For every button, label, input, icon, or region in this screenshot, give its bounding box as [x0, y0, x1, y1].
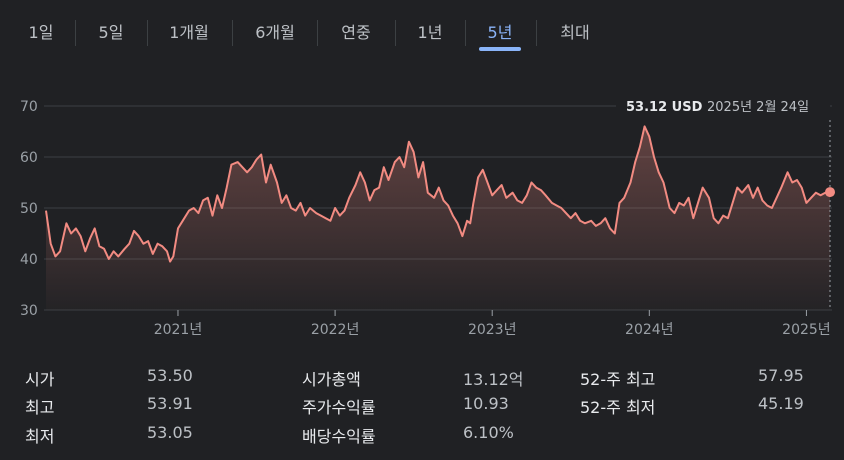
tab-3[interactable]: 6개월 — [255, 23, 295, 42]
stat-value: 53.05 — [147, 423, 193, 442]
price-area — [46, 126, 830, 311]
price-chart: 30 40 50 60 70 2021년 2022년 2023년 2024년 2025년 53.… — [20, 94, 835, 338]
stat-value: 10.93 — [463, 394, 509, 413]
tab-6[interactable]: 5년 — [487, 23, 513, 42]
tab-separator — [147, 20, 148, 46]
stat-label: 시가 — [25, 370, 55, 389]
stat-label: 52-주 최고 — [580, 370, 656, 389]
y-tick-label: 60 — [20, 150, 38, 166]
stat-value: 45.19 — [758, 394, 804, 413]
price-line — [45, 125, 831, 263]
stat-label: 52-주 최저 — [580, 398, 656, 417]
y-tick-label: 50 — [20, 201, 38, 217]
tab-4[interactable]: 연중 — [341, 23, 371, 42]
hover-point[interactable] — [825, 187, 835, 198]
y-tick-label: 70 — [20, 99, 38, 115]
active-tab-underline — [479, 47, 521, 51]
stat-value: 6.10% — [463, 423, 514, 442]
x-tick-label: 2024년 — [625, 322, 674, 338]
tab-7[interactable]: 최대 — [560, 23, 590, 42]
stat-value: 53.91 — [147, 394, 193, 413]
tab-2[interactable]: 1개월 — [169, 23, 209, 42]
stat-label: 최고 — [25, 398, 55, 417]
tab-separator — [395, 20, 396, 46]
tooltip-date: 2025년 2월 24일 — [707, 100, 809, 115]
x-tick-label: 2025년 — [782, 322, 831, 338]
x-tick-label: 2021년 — [154, 322, 203, 338]
stat-label: 배당수익률 — [302, 427, 376, 446]
tab-separator — [317, 20, 318, 46]
tab-separator — [232, 20, 233, 46]
tab-0[interactable]: 1일 — [28, 23, 54, 42]
stat-value: 13.12억 — [463, 370, 524, 389]
x-tick-label: 2023년 — [468, 322, 517, 338]
stat-value: 57.95 — [758, 366, 804, 385]
tab-separator — [75, 20, 76, 46]
stat-label: 최저 — [25, 427, 55, 446]
stat-label: 주가수익률 — [302, 398, 376, 417]
y-tick-label: 30 — [20, 303, 38, 319]
tooltip-price: 53.12 USD — [626, 100, 703, 115]
tab-1[interactable]: 5일 — [98, 23, 124, 42]
stat-value: 53.50 — [147, 366, 193, 385]
tab-5[interactable]: 1년 — [417, 23, 443, 42]
time-range-tabs: 1일 5일 1개월 6개월 연중 1년 5년 최대 — [0, 0, 844, 60]
x-tick-label: 2022년 — [311, 322, 360, 338]
tab-separator — [465, 20, 466, 46]
tab-separator — [536, 20, 537, 46]
stat-label: 시가총액 — [302, 370, 361, 389]
y-tick-label: 40 — [20, 252, 38, 268]
hover-tooltip: 53.12 USD 2025년 2월 24일 — [616, 94, 830, 118]
